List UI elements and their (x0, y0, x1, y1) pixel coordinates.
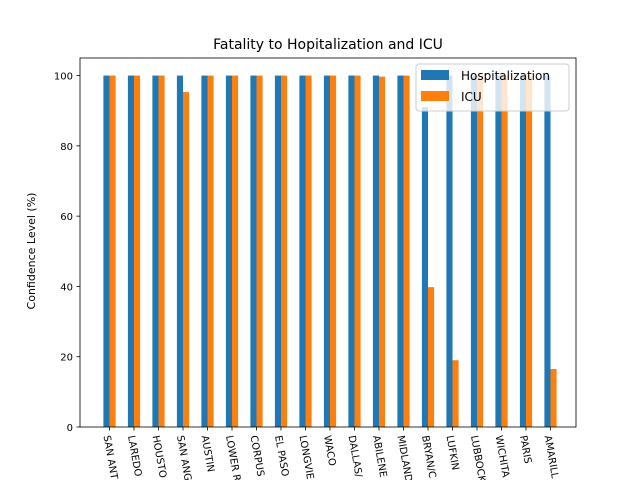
bar-hospitalization-1 (127, 75, 134, 428)
x-tick-label: MIDLAND (395, 435, 414, 480)
bar-icu-8 (305, 75, 312, 428)
bars-layer (103, 75, 557, 428)
bar-icu-15 (477, 75, 484, 428)
bar-hospitalization-7 (274, 75, 281, 428)
bar-icu-16 (501, 75, 508, 428)
legend: Hospitalization ICU (415, 63, 570, 112)
bar-icu-9 (330, 75, 337, 428)
x-tick-label: AMARILL (542, 435, 560, 480)
bar-hospitalization-5 (225, 75, 232, 428)
x-tick-label: EL PASO (272, 435, 290, 478)
x-tick-label: AUSTIN (199, 435, 216, 473)
y-axis: 0 20 40 60 80 100 (54, 72, 80, 434)
x-tick-label: LUBBOCK (468, 435, 487, 480)
bar-hospitalization-0 (103, 75, 110, 428)
bar-hospitalization-14 (446, 75, 453, 428)
y-tick-label: 80 (60, 142, 73, 153)
x-tick-label: WACO (321, 435, 337, 467)
bar-hospitalization-6 (250, 75, 257, 428)
bar-icu-13 (428, 287, 435, 427)
plot-frame (79, 57, 577, 428)
bar-hospitalization-16 (495, 75, 502, 428)
y-tick-label: 20 (60, 353, 73, 364)
bar-icu-18 (550, 369, 557, 427)
x-tick-label: ABILENE (370, 435, 388, 479)
y-tick-label: 40 (60, 282, 73, 293)
x-tick-label: CORPUS (248, 435, 266, 478)
x-tick-label: LAREDO (125, 435, 143, 478)
legend-label: ICU (461, 90, 482, 104)
bar-hospitalization-18 (544, 75, 551, 428)
y-tick-label: 100 (54, 72, 73, 83)
x-tick-label: WICHITA (493, 435, 511, 479)
bar-hospitalization-8 (299, 75, 306, 428)
legend-label: Hospitalization (461, 69, 550, 83)
bar-icu-10 (354, 75, 361, 428)
y-tick-label: 60 (60, 212, 73, 223)
bar-hospitalization-9 (323, 75, 330, 428)
x-tick-label: SAN ANG (174, 435, 193, 480)
bar-icu-2 (158, 75, 165, 428)
bar-hospitalization-4 (201, 75, 208, 428)
bar-icu-3 (183, 92, 190, 428)
bar-hospitalization-15 (470, 75, 477, 428)
legend-swatch (421, 91, 449, 101)
bar-icu-4 (207, 75, 214, 428)
x-tick-label: BRYAN/C (419, 435, 437, 479)
bar-hospitalization-13 (421, 107, 428, 427)
x-tick-label: PARIS (517, 435, 533, 465)
x-tick-label: HOUSTO (150, 435, 168, 479)
bar-hospitalization-2 (152, 75, 159, 428)
y-tick-label: 0 (67, 423, 73, 434)
x-tick-label: DALLAS/ (346, 435, 364, 479)
x-tick-label: LONGVIE (297, 435, 316, 480)
bar-icu-11 (379, 76, 386, 427)
bar-hospitalization-17 (519, 75, 526, 428)
bar-icu-7 (281, 75, 288, 428)
legend-swatch (421, 70, 449, 80)
y-axis-label: Confidence Level (%) (25, 193, 38, 310)
bar-hospitalization-12 (397, 75, 404, 428)
bar-icu-6 (256, 75, 263, 428)
bar-hospitalization-10 (348, 75, 355, 428)
x-tick-label: LUFKIN (444, 435, 461, 472)
x-tick-label: LOWER R (223, 435, 242, 480)
bar-icu-14 (452, 360, 459, 427)
bar-icu-5 (232, 75, 239, 428)
x-axis: SAN ANT LAREDO HOUSTO SAN ANG AUSTIN LOWER R C… (101, 427, 560, 480)
bar-icu-12 (403, 75, 410, 428)
bar-icu-1 (134, 75, 141, 428)
bar-icu-17 (526, 75, 533, 428)
bar-hospitalization-11 (372, 75, 379, 428)
x-tick-label: SAN ANT (101, 435, 120, 480)
bar-hospitalization-3 (176, 75, 183, 428)
legend-box (415, 63, 570, 112)
chart-title: Fatality to Hopitalization and ICU (213, 37, 443, 53)
bar-icu-0 (109, 75, 116, 428)
